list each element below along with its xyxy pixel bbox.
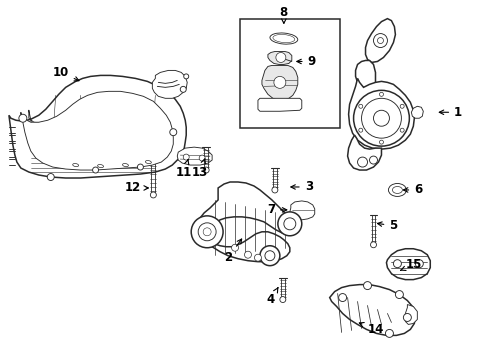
Circle shape bbox=[353, 90, 408, 146]
Circle shape bbox=[150, 192, 156, 198]
Circle shape bbox=[277, 212, 301, 236]
Circle shape bbox=[198, 223, 216, 241]
Ellipse shape bbox=[392, 186, 402, 193]
Circle shape bbox=[19, 114, 27, 122]
Circle shape bbox=[203, 228, 211, 236]
Ellipse shape bbox=[269, 33, 297, 44]
Polygon shape bbox=[152, 71, 187, 98]
Ellipse shape bbox=[387, 184, 406, 197]
Circle shape bbox=[370, 242, 376, 248]
Circle shape bbox=[379, 140, 383, 144]
Circle shape bbox=[279, 297, 285, 302]
Polygon shape bbox=[386, 249, 429, 280]
Circle shape bbox=[395, 291, 403, 298]
Circle shape bbox=[357, 157, 367, 167]
Circle shape bbox=[283, 218, 295, 230]
Circle shape bbox=[183, 74, 188, 79]
Polygon shape bbox=[355, 60, 375, 88]
Text: 9: 9 bbox=[296, 55, 315, 68]
Polygon shape bbox=[365, 19, 395, 62]
Circle shape bbox=[92, 167, 99, 173]
Circle shape bbox=[369, 156, 377, 164]
Circle shape bbox=[399, 128, 404, 132]
Polygon shape bbox=[9, 75, 186, 178]
Polygon shape bbox=[347, 135, 381, 170]
Ellipse shape bbox=[145, 161, 151, 164]
Polygon shape bbox=[289, 201, 314, 220]
Circle shape bbox=[393, 260, 401, 268]
Text: 15: 15 bbox=[400, 258, 422, 271]
Circle shape bbox=[414, 260, 423, 268]
Text: 3: 3 bbox=[290, 180, 312, 193]
Ellipse shape bbox=[122, 163, 128, 167]
Circle shape bbox=[358, 104, 362, 108]
Bar bbox=[240, 19, 339, 128]
Circle shape bbox=[264, 251, 274, 261]
Circle shape bbox=[169, 129, 176, 136]
Circle shape bbox=[137, 164, 143, 170]
Circle shape bbox=[338, 293, 346, 302]
Circle shape bbox=[361, 98, 401, 138]
Circle shape bbox=[260, 246, 279, 266]
Text: 1: 1 bbox=[438, 106, 461, 119]
Ellipse shape bbox=[73, 163, 79, 167]
Circle shape bbox=[403, 314, 410, 321]
Circle shape bbox=[191, 216, 223, 248]
Circle shape bbox=[275, 53, 285, 62]
Circle shape bbox=[373, 110, 388, 126]
Circle shape bbox=[363, 282, 371, 289]
Text: 13: 13 bbox=[192, 159, 208, 179]
Circle shape bbox=[183, 154, 189, 160]
Polygon shape bbox=[262, 66, 297, 100]
Polygon shape bbox=[405, 305, 416, 324]
Polygon shape bbox=[21, 91, 173, 170]
Polygon shape bbox=[410, 106, 423, 118]
Circle shape bbox=[199, 155, 205, 161]
Text: 8: 8 bbox=[279, 6, 287, 23]
Circle shape bbox=[180, 86, 186, 92]
Polygon shape bbox=[258, 98, 301, 111]
Text: 7: 7 bbox=[266, 203, 286, 216]
Text: 14: 14 bbox=[359, 323, 383, 336]
Ellipse shape bbox=[98, 165, 103, 168]
Polygon shape bbox=[329, 285, 414, 336]
Text: 11: 11 bbox=[176, 160, 192, 179]
Circle shape bbox=[399, 104, 404, 108]
Text: 2: 2 bbox=[224, 239, 241, 264]
Circle shape bbox=[203, 167, 209, 173]
Polygon shape bbox=[267, 51, 291, 64]
Text: 10: 10 bbox=[53, 66, 79, 81]
Circle shape bbox=[244, 251, 251, 258]
Circle shape bbox=[373, 33, 386, 48]
Polygon shape bbox=[348, 78, 413, 149]
Circle shape bbox=[254, 254, 261, 261]
Circle shape bbox=[385, 329, 393, 337]
Text: 6: 6 bbox=[403, 184, 422, 197]
Circle shape bbox=[358, 128, 362, 132]
Text: 12: 12 bbox=[124, 181, 148, 194]
Polygon shape bbox=[177, 147, 212, 165]
Text: 4: 4 bbox=[266, 288, 278, 306]
Circle shape bbox=[47, 174, 54, 180]
Circle shape bbox=[271, 187, 277, 193]
Text: 5: 5 bbox=[377, 219, 397, 232]
Circle shape bbox=[231, 244, 238, 251]
Polygon shape bbox=[198, 182, 295, 262]
Ellipse shape bbox=[272, 35, 294, 42]
Circle shape bbox=[377, 37, 383, 44]
Circle shape bbox=[379, 92, 383, 96]
Circle shape bbox=[273, 76, 285, 88]
